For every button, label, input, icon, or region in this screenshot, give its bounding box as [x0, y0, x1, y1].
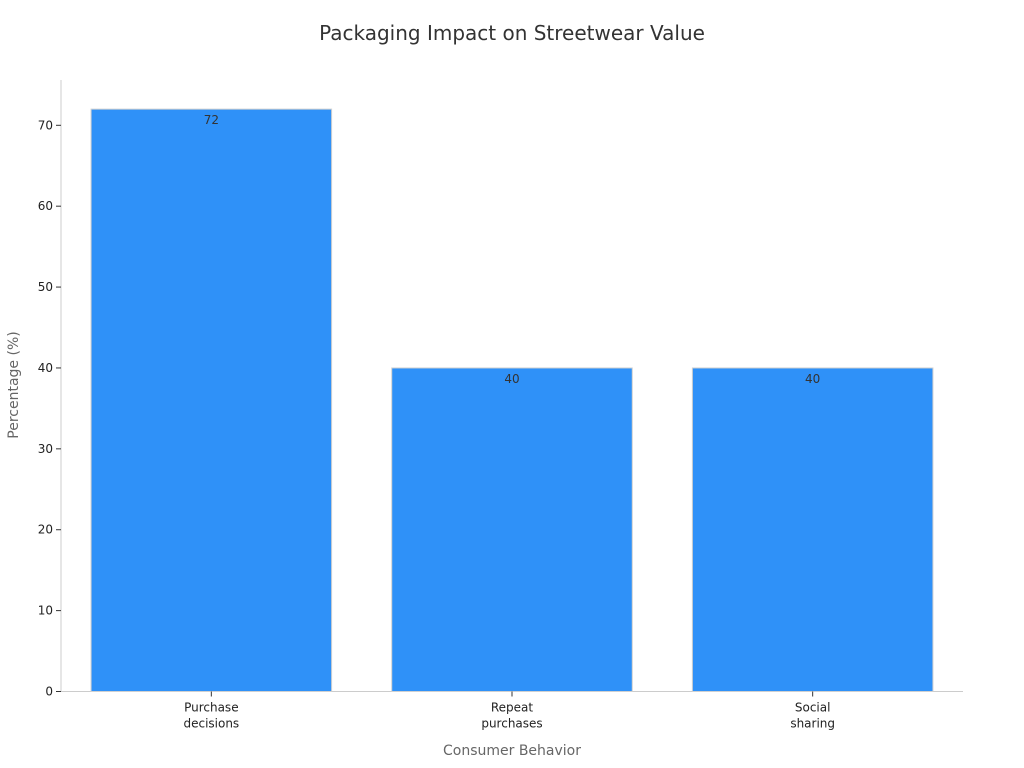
x-tick-label-line: Social	[795, 701, 831, 715]
bar	[391, 367, 633, 692]
x-tick-label: Purchase decisions	[183, 701, 239, 731]
x-tick-label-line: sharing	[790, 717, 835, 731]
y-tick-label: 30	[38, 442, 53, 456]
y-tick-label: 20	[38, 523, 53, 537]
x-tick-label-line: decisions	[183, 717, 239, 731]
x-axis-title: Consumer Behavior	[443, 743, 581, 759]
y-tick-label: 50	[38, 280, 53, 294]
y-tick-label: 40	[38, 361, 53, 375]
x-tick-label: Repeat purchases	[481, 701, 542, 731]
bar-value-label: 40	[805, 372, 820, 386]
y-tick-label: 10	[38, 604, 53, 618]
y-axis-title: Percentage (%)	[6, 331, 22, 438]
plot-area: 0 10 20 30 40 50 60 70 72 Purchase decisions 40 Repe…	[38, 80, 963, 731]
chart-title: Packaging Impact on Streetwear Value	[319, 21, 705, 45]
x-tick-label-line: Purchase	[184, 701, 239, 715]
x-tick-label: Social sharing	[790, 701, 835, 731]
y-tick-label: 60	[38, 199, 53, 213]
bar	[691, 367, 934, 692]
y-tick-label: 0	[45, 685, 53, 699]
x-tick-label-line: purchases	[481, 717, 542, 731]
bar-value-label: 40	[504, 372, 519, 386]
bar	[90, 108, 333, 693]
y-tick-label: 70	[38, 118, 53, 132]
x-tick-label-line: Repeat	[491, 701, 534, 715]
bar-value-label: 72	[204, 113, 219, 127]
